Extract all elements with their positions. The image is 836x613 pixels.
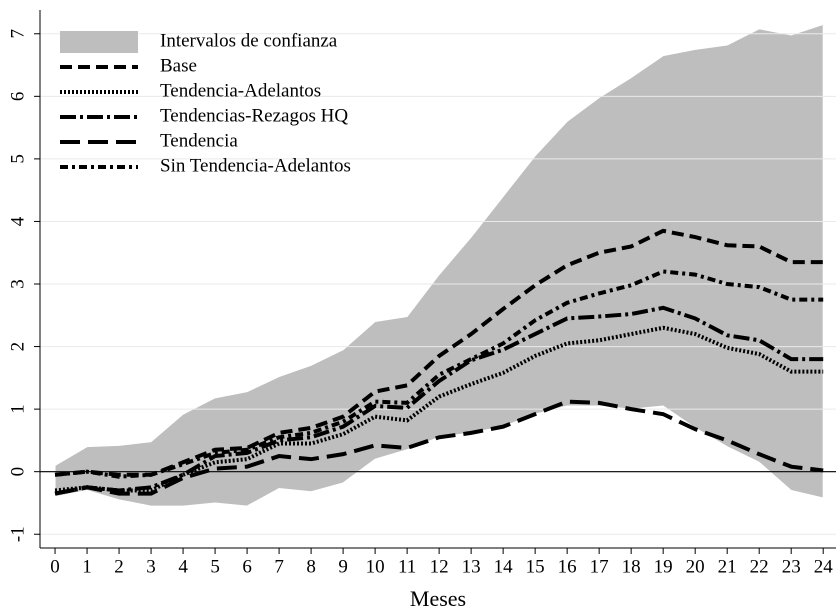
- series-line: [54, 269, 824, 479]
- confidence-band: [54, 23, 824, 507]
- series-line: [54, 399, 824, 496]
- x-tick-label: 16: [558, 556, 577, 577]
- x-tick-label: 21: [718, 556, 737, 577]
- x-tick-label: 2: [114, 556, 124, 577]
- y-tick-label: 1: [7, 404, 28, 414]
- x-tick-label: 23: [782, 556, 801, 577]
- y-tick-label: 2: [7, 342, 28, 352]
- x-tick-label: 0: [50, 556, 60, 577]
- legend-label: Sin Tendencia-Adelantos: [160, 155, 351, 176]
- x-tick-label: 14: [494, 556, 514, 577]
- y-tick-label: 6: [7, 92, 28, 102]
- series-line: [54, 325, 824, 493]
- y-tick-label: 3: [7, 279, 28, 289]
- series-line: [54, 305, 824, 496]
- x-tick-label: 9: [338, 556, 348, 577]
- x-tick-label: 18: [622, 556, 641, 577]
- x-tick-label: 8: [306, 556, 316, 577]
- legend-label: Tendencias-Rezagos HQ: [160, 105, 348, 126]
- legend-label: Tendencia-Adelantos: [160, 80, 321, 101]
- x-tick-label: 19: [654, 556, 673, 577]
- x-tick-label: 22: [750, 556, 769, 577]
- x-axis-label: Meses: [410, 586, 466, 611]
- y-tick-label: 4: [7, 216, 28, 226]
- y-tick-label: 0: [7, 467, 28, 477]
- y-tick-label: -1: [7, 526, 28, 542]
- series-line: [54, 228, 824, 477]
- x-tick-label: 5: [210, 556, 220, 577]
- x-tick-label: 11: [398, 556, 416, 577]
- x-tick-label: 13: [462, 556, 481, 577]
- x-tick-label: 6: [242, 556, 252, 577]
- x-tick-label: 10: [366, 556, 385, 577]
- x-tick-label: 20: [686, 556, 705, 577]
- x-tick-label: 17: [590, 556, 609, 577]
- x-tick-label: 1: [82, 556, 92, 577]
- x-tick-label: 24: [814, 556, 834, 577]
- legend-swatch: [60, 31, 138, 53]
- x-tick-label: 7: [274, 556, 284, 577]
- x-tick-label: 3: [146, 556, 156, 577]
- legend-label: Tendencia: [160, 130, 238, 151]
- legend-label: Base: [160, 55, 197, 76]
- y-tick-label: 7: [7, 29, 28, 39]
- x-tick-label: 12: [430, 556, 449, 577]
- y-tick-label: 5: [7, 154, 28, 164]
- x-tick-label: 15: [526, 556, 545, 577]
- x-tick-label: 4: [178, 556, 188, 577]
- legend-label: Intervalos de confianza: [160, 30, 338, 51]
